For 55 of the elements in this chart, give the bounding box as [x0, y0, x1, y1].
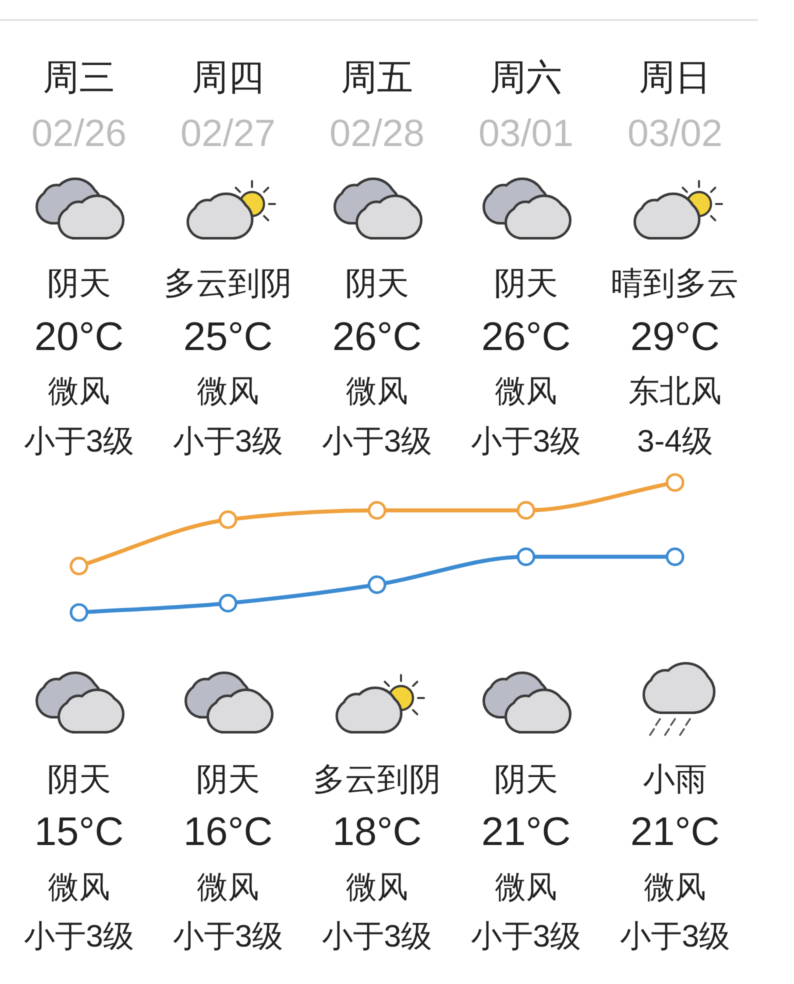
point: [218, 594, 238, 613]
point: [368, 501, 386, 520]
text: 小于3级: [322, 918, 432, 954]
text: 小于3级: [24, 424, 134, 458]
data-label: 15°C: [34, 810, 124, 854]
text: 阴天: [47, 761, 111, 797]
text: 小于3级: [620, 918, 730, 954]
text: 小于3级: [470, 918, 582, 954]
text: 小于3级: [322, 424, 432, 458]
text: 小于3级: [24, 918, 134, 954]
text: 小于3级: [172, 424, 284, 458]
text: 微风: [495, 870, 557, 904]
data-label: 26°C: [332, 315, 422, 359]
text: 多云到阴: [164, 265, 292, 301]
x-tick-label: 周六 03/01: [478, 56, 574, 155]
x-tick-label: 周三 02/26: [31, 56, 127, 155]
text: 小于3级: [172, 918, 284, 954]
text: 小雨: [643, 761, 707, 797]
x-tick-label: 周日 03/02: [627, 56, 723, 155]
text: 微风: [346, 374, 408, 408]
data-label: 21°C: [481, 810, 571, 854]
data-label: 25°C: [183, 315, 273, 359]
text: 微风: [644, 870, 706, 904]
text: 阴天: [494, 265, 558, 301]
text: 晴到多云: [611, 265, 739, 301]
text: 微风: [197, 374, 259, 408]
text: 多云到阴: [313, 761, 441, 797]
text: 东北风: [628, 374, 722, 408]
point: [218, 510, 238, 529]
data-label: 20°C: [34, 315, 124, 359]
x-tick-label: 周五 02/28: [329, 56, 425, 155]
text: 微风: [48, 870, 110, 904]
text: 阴天: [345, 265, 409, 301]
point: [70, 603, 88, 622]
data-label: 18°C: [332, 810, 422, 854]
data-label: 29°C: [630, 315, 720, 359]
point: [516, 547, 536, 566]
text: 微风: [48, 374, 110, 408]
point: [516, 501, 536, 520]
data-label: 26°C: [481, 315, 571, 359]
point: [666, 473, 684, 492]
text: 微风: [495, 374, 557, 408]
text: 微风: [197, 870, 259, 904]
point: [666, 547, 684, 566]
text: 阴天: [196, 761, 260, 797]
text: 微风: [346, 870, 408, 904]
x-tick-label: 周四 02/27: [180, 56, 276, 155]
data-label: 16°C: [183, 810, 273, 854]
point: [368, 575, 386, 594]
text: 小于3级: [470, 424, 582, 458]
text: 阴天: [47, 265, 111, 301]
text: 阴天: [494, 761, 558, 797]
data-label: 21°C: [630, 810, 720, 854]
point: [70, 556, 88, 576]
text: 3-4级: [637, 424, 713, 458]
